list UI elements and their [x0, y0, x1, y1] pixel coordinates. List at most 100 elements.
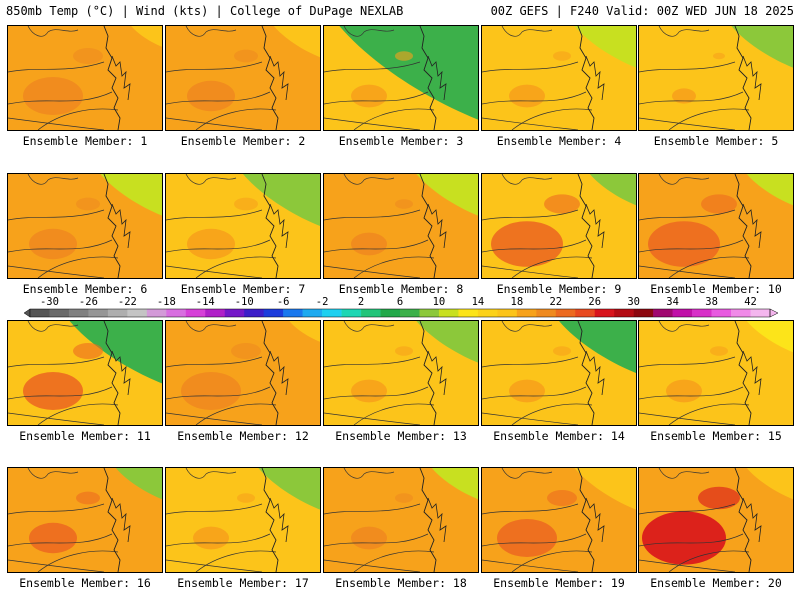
member-map-panel [638, 320, 794, 426]
colorbar-segment [477, 309, 498, 317]
member-label: Ensemble Member: 10 [650, 282, 782, 296]
temperature-field [639, 174, 793, 278]
colorbar-segment [458, 309, 479, 317]
colorbar-segment [555, 309, 576, 317]
colorbar-segment [283, 309, 303, 317]
member-map-panel [638, 25, 794, 131]
colorbar-segment [672, 309, 693, 317]
colorbar-tick-label: -2 [315, 296, 329, 308]
colorbar-segment [49, 309, 70, 317]
colorbar-tick-label: 22 [549, 296, 563, 308]
member-label: Ensemble Member: 9 [496, 282, 622, 296]
member-map-panel [323, 467, 479, 573]
colorbar-tick-label: 10 [432, 296, 446, 308]
member-map-panel [165, 320, 321, 426]
colorbar-tick-label: 34 [666, 296, 679, 308]
colorbar-segment [438, 309, 459, 317]
colorbar-tick-label: 14 [471, 296, 485, 308]
member-label: Ensemble Member: 3 [338, 134, 464, 148]
colorbar-segment [68, 309, 89, 317]
colorbar-segment [516, 309, 537, 317]
member-label: Ensemble Member: 17 [177, 576, 309, 590]
temperature-field [482, 174, 636, 278]
member-map-panel [7, 467, 163, 573]
member-map-panel [481, 320, 637, 426]
member-map-panel [323, 25, 479, 131]
member-map-panel [7, 173, 163, 279]
temperature-field [324, 468, 478, 572]
colorbar-tick-label: 18 [510, 296, 524, 308]
member-label: Ensemble Member: 19 [493, 576, 625, 590]
temperature-field [8, 174, 162, 278]
colorbar-segment [653, 309, 673, 317]
member-label: Ensemble Member: 7 [180, 282, 306, 296]
colorbar-segment [30, 309, 50, 317]
map-title: 850mb Temp (°C) | Wind (kts) | College o… [6, 4, 404, 18]
temperature-field [324, 174, 478, 278]
colorbar-segment [711, 309, 732, 317]
colorbar-segment [146, 309, 167, 317]
colorbar-segment [224, 309, 245, 317]
colorbar-tick-label: 38 [705, 296, 718, 308]
member-map-panel [7, 320, 163, 426]
member-label: Ensemble Member: 4 [496, 134, 622, 148]
member-map-panel [165, 173, 321, 279]
colorbar-tick-label: -26 [78, 296, 98, 308]
member-map-panel [323, 173, 479, 279]
colorbar-segment [400, 309, 420, 317]
colorbar-segment [731, 309, 751, 317]
temperature-field [639, 468, 793, 572]
colorbar-segment [185, 309, 206, 317]
member-label: Ensemble Member: 5 [653, 134, 779, 148]
colorbar-segment [263, 309, 284, 317]
model-valid-time: 00Z GEFS | F240 Valid: 00Z WED JUN 18 20… [490, 4, 794, 18]
colorbar-segment [380, 309, 401, 317]
member-map-panel [323, 320, 479, 426]
member-label: Ensemble Member: 1 [22, 134, 148, 148]
colorbar-segment [244, 309, 264, 317]
colorbar-tick-label: 6 [396, 296, 404, 308]
member-label: Ensemble Member: 8 [338, 282, 464, 296]
member-label: Ensemble Member: 20 [650, 576, 782, 590]
colorbar-segment [497, 309, 518, 317]
colorbar-tick-label: -30 [39, 296, 59, 308]
member-map-panel [7, 25, 163, 131]
temperature-field [166, 26, 320, 130]
colorbar-tick-label: -22 [117, 296, 137, 308]
member-map-panel [481, 467, 637, 573]
member-label: Ensemble Member: 15 [650, 429, 782, 443]
member-label: Ensemble Member: 6 [22, 282, 148, 296]
colorbar-segment [419, 309, 440, 317]
colorbar-segment [614, 309, 634, 317]
temperature-field [166, 174, 320, 278]
member-label: Ensemble Member: 11 [19, 429, 151, 443]
temperature-field [639, 26, 793, 130]
colorbar-tick-label: 30 [627, 296, 640, 308]
temperature-field [482, 321, 636, 425]
member-map-panel [638, 173, 794, 279]
temperature-field [166, 321, 320, 425]
temperature-field [482, 26, 636, 130]
colorbar-scale [23, 308, 779, 318]
colorbar-tick-label: -10 [234, 296, 254, 308]
temperature-field [166, 468, 320, 572]
member-label: Ensemble Member: 18 [335, 576, 467, 590]
colorbar-segment [107, 309, 128, 317]
member-label: Ensemble Member: 12 [177, 429, 309, 443]
member-label: Ensemble Member: 14 [493, 429, 625, 443]
colorbar-segment [127, 309, 148, 317]
member-label: Ensemble Member: 16 [19, 576, 151, 590]
temperature-field [8, 468, 162, 572]
temperature-field [8, 321, 162, 425]
temperature-field [324, 26, 478, 130]
member-map-panel [165, 467, 321, 573]
colorbar-segment [88, 309, 109, 317]
temperature-field [324, 321, 478, 425]
colorbar-tick-label: 42 [744, 296, 757, 308]
colorbar-segment [361, 309, 381, 317]
temperature-field [639, 321, 793, 425]
colorbar-tick-label: 2 [357, 296, 365, 308]
colorbar-segment [575, 309, 596, 317]
colorbar-tick-label: 26 [588, 296, 602, 308]
member-map-panel [481, 173, 637, 279]
